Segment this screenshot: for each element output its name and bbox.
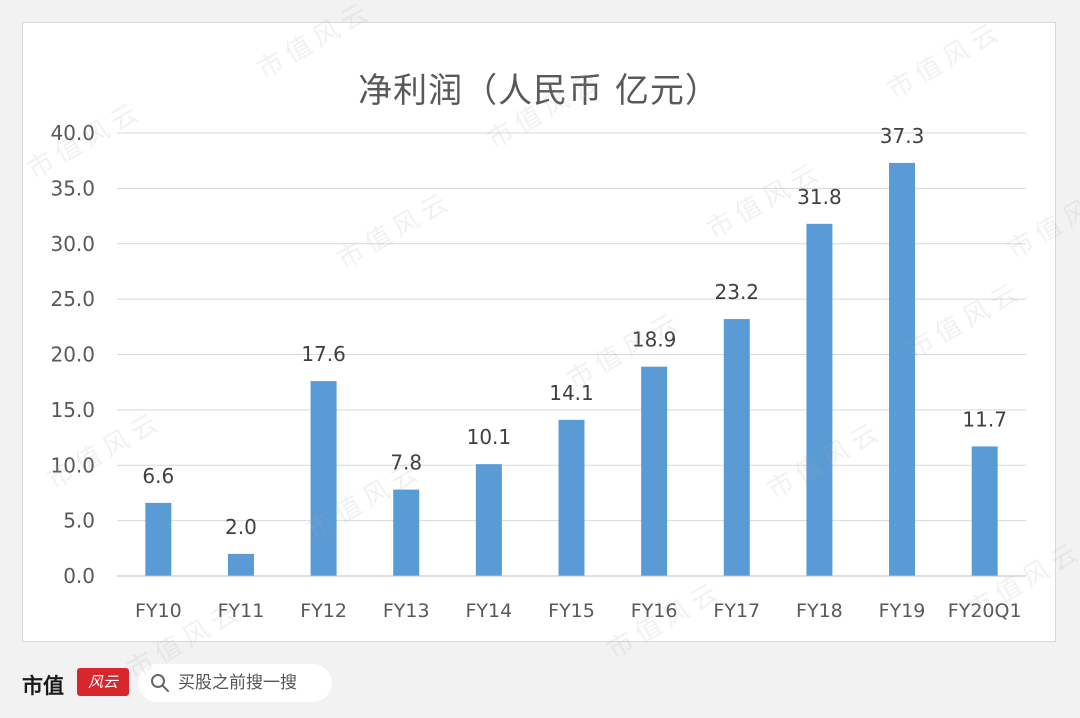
data-label: 14.1	[549, 381, 594, 405]
bar	[971, 446, 998, 576]
search-placeholder: 买股之前搜一搜	[178, 673, 297, 693]
chart-card: 0.0 5.0 10.0 15.0 20.0 25.0 30.0 35.0 40.0 6.6 FY1…	[22, 22, 1056, 642]
x-tick-label: FY11	[218, 600, 265, 622]
x-tick-label: FY12	[300, 600, 347, 622]
x-tick-label: FY19	[879, 600, 926, 622]
data-label: 18.9	[632, 328, 677, 352]
bar	[227, 553, 254, 576]
data-label: 6.6	[142, 464, 174, 488]
footer-bar: 市值 风云 买股之前搜一搜	[0, 656, 1080, 718]
x-tick-label: FY10	[135, 600, 182, 622]
y-tick-label: 5.0	[63, 509, 95, 533]
bar	[641, 366, 668, 576]
bar	[145, 502, 172, 576]
x-tick-label: FY17	[713, 600, 760, 622]
bar	[393, 489, 420, 576]
chart-title: 净利润（人民币 亿元）	[358, 71, 720, 111]
data-label: 2.0	[225, 515, 257, 539]
y-tick-label: 30.0	[50, 232, 95, 256]
x-tick-label: FY15	[548, 600, 595, 622]
x-tick-label: FY13	[383, 600, 430, 622]
data-label: 7.8	[390, 451, 422, 475]
y-tick-label: 0.0	[63, 564, 95, 588]
data-label: 37.3	[880, 124, 925, 148]
x-tick-label: FY20Q1	[948, 600, 1022, 622]
x-tick-label: FY14	[466, 600, 513, 622]
bar	[806, 223, 833, 576]
x-tick-label: FY16	[631, 600, 678, 622]
bar	[475, 464, 502, 576]
bar-chart: 0.0 5.0 10.0 15.0 20.0 25.0 30.0 35.0 40.0 6.6 FY1…	[50, 121, 1026, 622]
y-tick-label: 10.0	[50, 453, 95, 477]
bar	[889, 162, 916, 576]
y-tick-label: 25.0	[50, 287, 95, 311]
data-label: 31.8	[797, 185, 842, 209]
data-label: 23.2	[715, 280, 760, 304]
y-tick-label: 40.0	[50, 121, 95, 145]
x-tick-label: FY18	[796, 600, 843, 622]
y-tick-label: 20.0	[50, 343, 95, 367]
data-label: 11.7	[962, 407, 1007, 431]
data-label: 10.1	[467, 425, 512, 449]
data-label: 17.6	[301, 342, 346, 366]
brand-name: 市值	[22, 674, 64, 698]
y-tick-label: 15.0	[50, 398, 95, 422]
search-icon	[151, 674, 169, 692]
brand-logo-text: 风云	[87, 673, 118, 691]
y-tick-label: 35.0	[50, 176, 95, 200]
bar	[723, 319, 750, 576]
brand-logo: 风云	[77, 668, 129, 696]
bar	[310, 381, 337, 576]
bar	[558, 419, 585, 576]
search-bar[interactable]: 买股之前搜一搜	[138, 664, 332, 702]
